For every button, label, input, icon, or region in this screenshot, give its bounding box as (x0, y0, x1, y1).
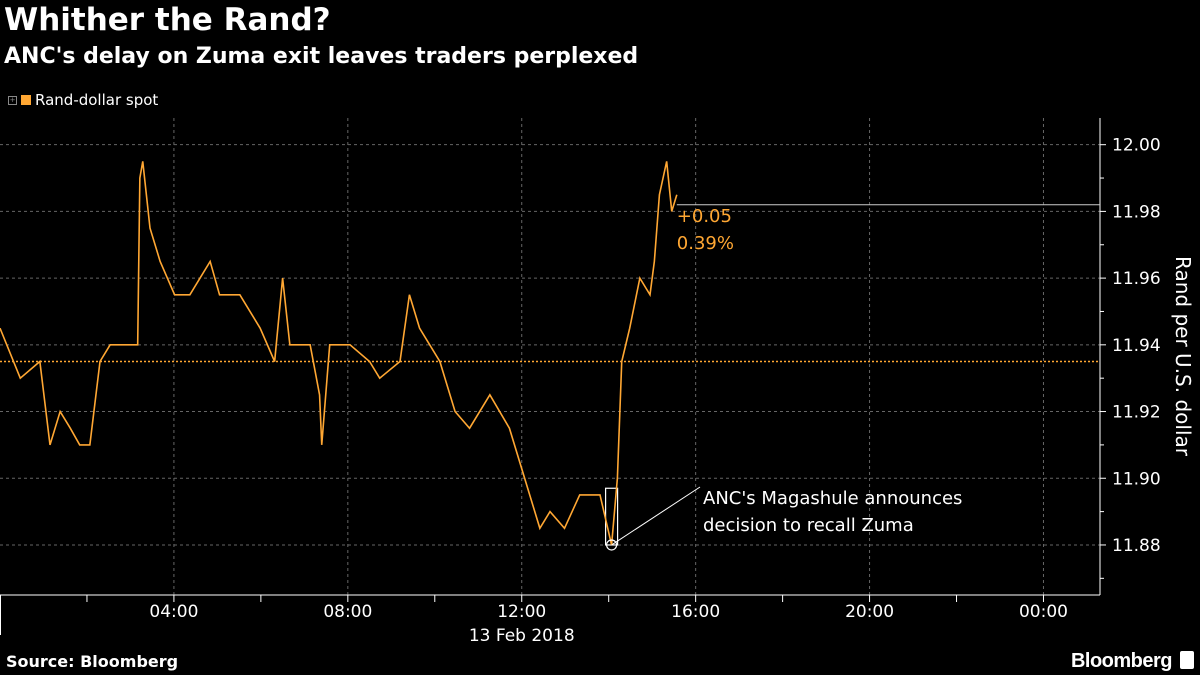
y-tick-label: 11.88 (1112, 536, 1161, 556)
x-tick-label: 16:00 (671, 602, 720, 622)
annotation-marker (605, 539, 618, 551)
y-tick-label: 11.96 (1112, 269, 1161, 289)
y-tick-label: 11.92 (1112, 403, 1161, 423)
annotation-text-line-1: ANC's Magashule announces (703, 488, 962, 509)
y-tick-label: 11.90 (1112, 469, 1161, 489)
legend-label: Rand-dollar spot (35, 91, 159, 109)
bloomberg-chart-icon (1180, 651, 1194, 669)
legend: + Rand-dollar spot (8, 91, 158, 109)
series-line-rand-dollar-spot (0, 161, 678, 546)
y-tick-labels: 12.00 11.98 11.96 11.94 11.92 11.90 11.88 (1112, 136, 1161, 556)
y-tick-label: 11.98 (1112, 202, 1161, 222)
grid (0, 118, 1100, 595)
chart-subtitle: ANC's delay on Zuma exit leaves traders … (4, 44, 639, 69)
bloomberg-logo: Bloomberg (1070, 650, 1173, 672)
x-tick-label: 20:00 (845, 602, 894, 622)
x-axis-label: 13 Feb 2018 (469, 626, 575, 646)
annotation-leader (611, 486, 701, 546)
y-axis-label: Rand per U.S. dollar (1171, 256, 1195, 457)
x-tick-label: 08:00 (323, 602, 372, 622)
chart-title: Whither the Rand? (4, 2, 331, 38)
source-note: Source: Bloomberg (6, 652, 179, 671)
x-tick-label: 12:00 (497, 602, 546, 622)
x-tick-label: 00:00 (1019, 602, 1068, 622)
percent-label: 0.39% (677, 233, 734, 254)
change-label: +0.05 (677, 206, 732, 227)
x-tick-label: 04:00 (149, 602, 198, 622)
axes (0, 118, 1106, 635)
expand-icon[interactable]: + (8, 95, 17, 105)
annotation-text-line-2: decision to recall Zuma (703, 515, 914, 536)
y-tick-label: 12.00 (1112, 136, 1161, 156)
y-tick-label: 11.94 (1112, 336, 1161, 356)
legend-swatch (21, 95, 31, 105)
x-tick-labels: 04:00 08:00 12:00 16:00 20:00 00:00 (149, 602, 1068, 622)
